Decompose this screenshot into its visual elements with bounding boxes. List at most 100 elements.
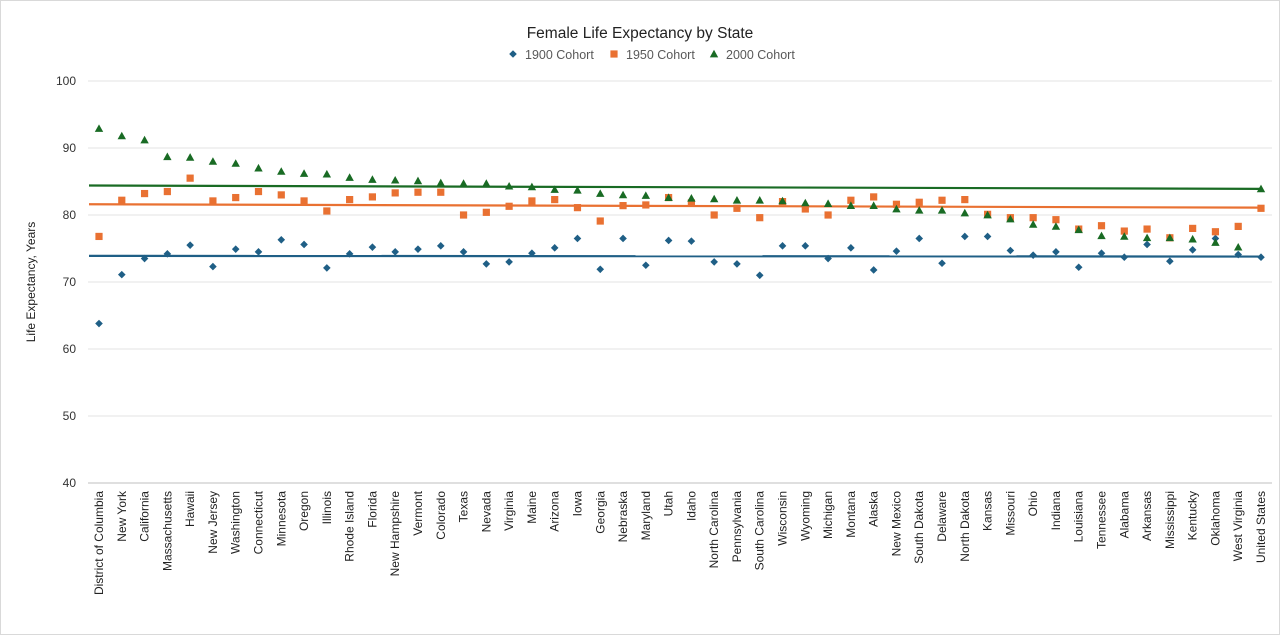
x-tick-label: Ohio — [1026, 491, 1040, 517]
data-point-2000 — [869, 201, 878, 209]
y-tick-label: 90 — [63, 141, 77, 155]
data-point-1950 — [642, 201, 650, 209]
data-point-1900 — [505, 258, 513, 266]
data-point-2000 — [892, 204, 901, 213]
data-point-1950 — [346, 195, 354, 204]
data-point-2000 — [413, 176, 423, 185]
data-point-1950 — [186, 174, 194, 182]
x-tick-label: Georgia — [593, 491, 607, 534]
x-tick-label: United States — [1254, 491, 1268, 563]
x-tick-label: Minnesota — [274, 491, 288, 547]
legend: 1900 Cohort 1950 Cohort 2000 Cohort — [509, 48, 795, 62]
y-tick-label: 60 — [63, 342, 77, 356]
data-point-2000 — [1028, 220, 1038, 228]
y-tick-label: 50 — [63, 409, 77, 423]
x-tick-label: Kansas — [981, 491, 995, 531]
y-axis-ticks: 40 50 60 70 80 90 100 — [56, 74, 76, 490]
x-tick-label: Nebraska — [616, 491, 630, 543]
data-point-1950 — [1234, 222, 1242, 230]
data-point-1950 — [482, 208, 490, 216]
data-point-2000 — [94, 124, 104, 132]
data-point-2000 — [1142, 233, 1152, 242]
data-point-1950 — [1029, 214, 1037, 222]
x-tick-label: California — [138, 491, 152, 542]
data-point-1950 — [961, 195, 969, 204]
data-point-2000 — [322, 169, 332, 178]
data-point-2000 — [185, 153, 195, 161]
x-tick-label: Nevada — [479, 491, 493, 533]
legend-item-1900[interactable]: 1900 Cohort — [509, 48, 594, 62]
data-point-1900 — [1006, 246, 1015, 255]
data-point-2000 — [664, 193, 673, 201]
data-point-2000 — [140, 135, 149, 144]
data-point-1900 — [1257, 253, 1265, 262]
data-point-2000 — [1006, 214, 1015, 223]
trendlines — [88, 184, 1262, 258]
data-point-2000 — [436, 178, 445, 187]
x-tick-label: Utah — [662, 491, 676, 516]
data-point-1950 — [95, 232, 103, 241]
data-point-1950 — [391, 189, 399, 197]
data-point-1900 — [1143, 240, 1151, 249]
y-tick-label: 70 — [63, 275, 77, 289]
gridlines — [88, 80, 1272, 484]
data-point-1950 — [1143, 225, 1151, 233]
data-point-2000 — [254, 163, 263, 172]
data-point-1950 — [1097, 222, 1106, 230]
data-point-1900 — [915, 234, 924, 243]
x-tick-label: Alaska — [867, 491, 881, 527]
data-point-1900 — [573, 234, 582, 243]
data-point-1900 — [528, 249, 536, 257]
data-point-1950 — [459, 211, 468, 219]
y-axis-label: Life Expectancy, Years — [24, 222, 38, 343]
data-point-1950 — [209, 197, 217, 205]
x-tick-label: Tennessee — [1095, 491, 1109, 549]
data-point-1900 — [664, 236, 673, 245]
data-point-1950 — [892, 200, 901, 208]
data-point-1900 — [710, 258, 718, 266]
x-tick-label: Oregon — [297, 491, 311, 531]
data-point-1950 — [323, 207, 331, 215]
data-point-2000 — [1234, 242, 1243, 251]
data-point-1950 — [710, 211, 718, 219]
data-point-1900 — [1029, 251, 1037, 259]
data-point-2000 — [459, 179, 468, 187]
x-tick-label: Massachusetts — [160, 491, 174, 571]
data-points — [94, 124, 1266, 328]
legend-item-2000[interactable]: 2000 Cohort — [709, 48, 796, 62]
data-point-1900 — [619, 234, 627, 243]
data-point-1900 — [117, 270, 126, 279]
legend-label-1950: 1950 Cohort — [626, 48, 695, 62]
data-point-1900 — [209, 262, 217, 271]
data-point-2000 — [390, 175, 400, 184]
data-point-1900 — [1188, 246, 1197, 254]
data-point-1900 — [1074, 263, 1083, 272]
data-point-1900 — [1166, 257, 1174, 266]
data-point-2000 — [231, 159, 240, 167]
x-tick-label: Connecticut — [251, 490, 265, 554]
data-point-1950 — [596, 217, 604, 225]
data-point-2000 — [1074, 225, 1083, 234]
data-point-1900 — [163, 250, 172, 258]
x-tick-label: Hawaii — [183, 491, 197, 527]
data-point-2000 — [732, 196, 742, 204]
data-point-1900 — [300, 240, 308, 249]
data-point-1900 — [186, 241, 194, 249]
data-point-1900 — [961, 232, 969, 241]
data-point-2000 — [618, 190, 628, 199]
x-tick-label: Colorado — [434, 491, 448, 540]
data-point-1900 — [1120, 253, 1129, 262]
data-point-1950 — [118, 196, 126, 204]
data-point-1950 — [277, 191, 285, 199]
data-point-1900 — [869, 266, 878, 274]
legend-item-1950[interactable]: 1950 Cohort — [610, 48, 695, 62]
x-tick-label: Alabama — [1117, 491, 1131, 539]
data-point-1900 — [687, 237, 696, 245]
data-point-1900 — [755, 271, 764, 280]
data-point-2000 — [915, 206, 924, 214]
data-point-1900 — [231, 245, 240, 253]
data-point-1900 — [596, 265, 605, 274]
data-point-1900 — [459, 248, 468, 256]
data-point-1950 — [232, 193, 240, 202]
